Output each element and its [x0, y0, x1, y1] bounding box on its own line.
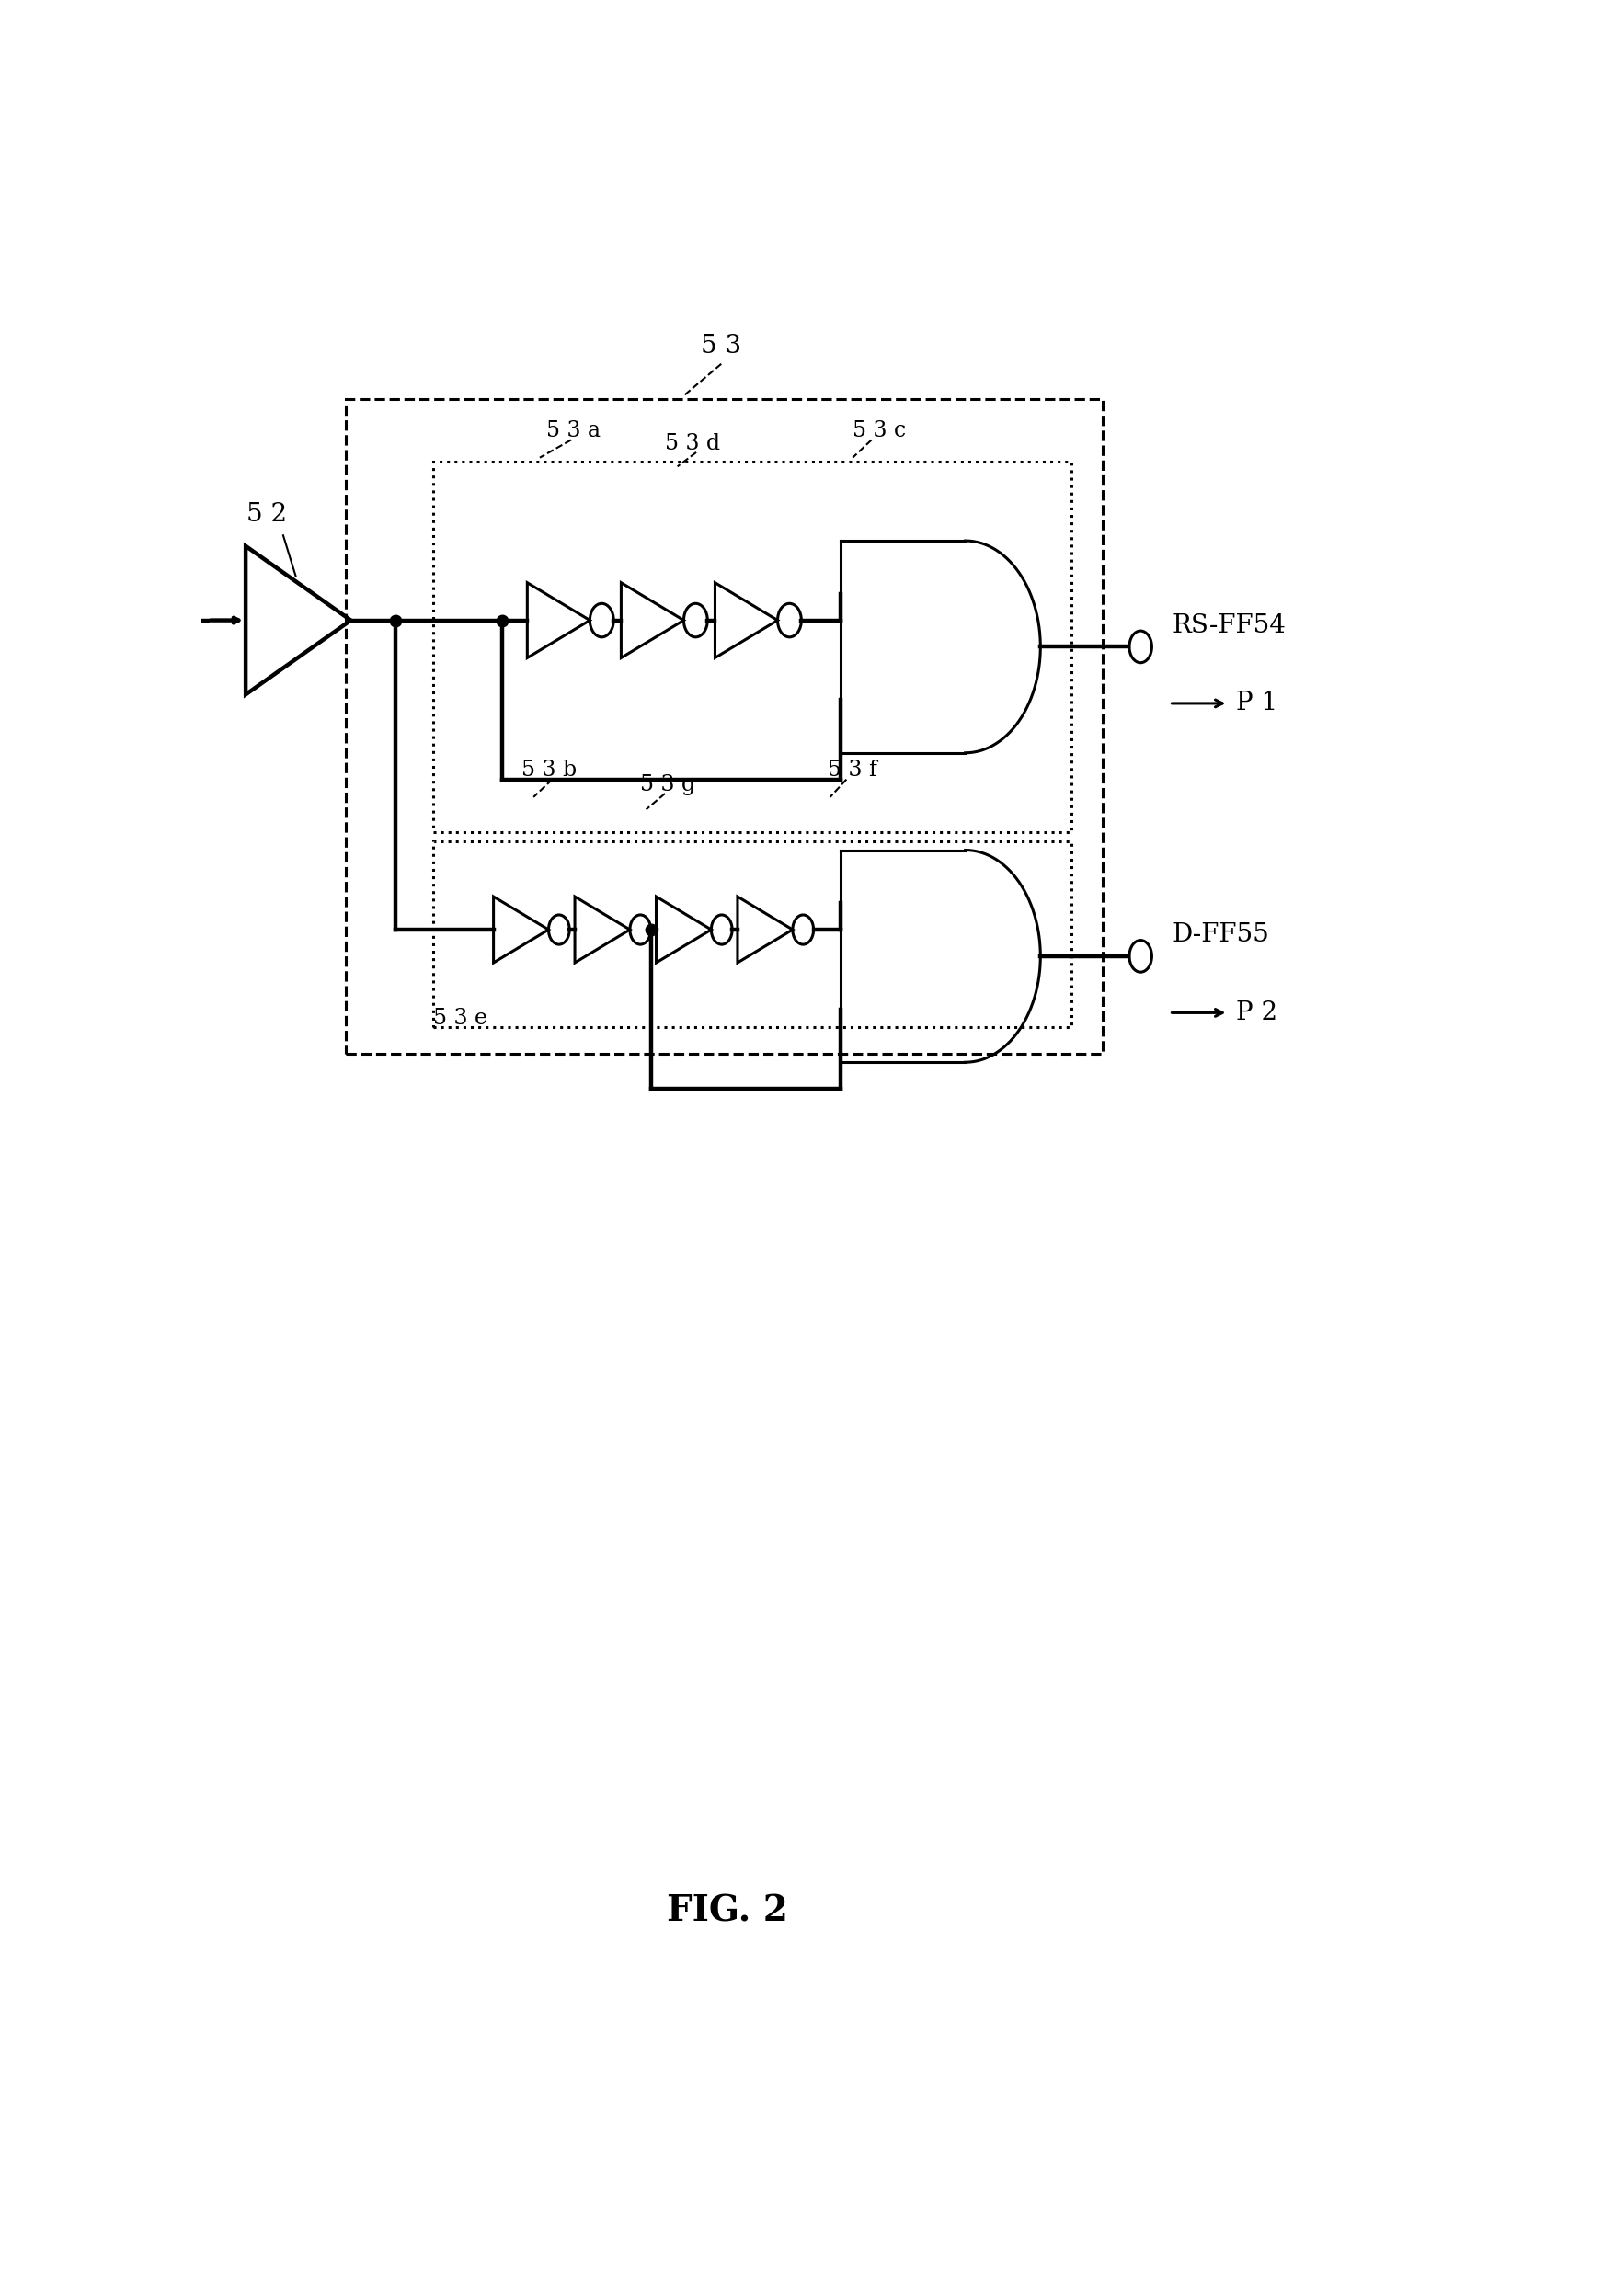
Bar — [345, 400, 1102, 1054]
Text: 5 3 b: 5 3 b — [521, 760, 576, 781]
Text: 5 2: 5 2 — [247, 503, 287, 526]
Text: 5 3 f: 5 3 f — [828, 760, 876, 781]
Text: D-FF55: D-FF55 — [1172, 923, 1269, 948]
Bar — [433, 461, 1072, 833]
Text: FIG. 2: FIG. 2 — [667, 1894, 788, 1929]
Text: 5 3 e: 5 3 e — [433, 1008, 487, 1029]
Text: 5 3 a: 5 3 a — [546, 420, 600, 441]
Text: 5 3 c: 5 3 c — [852, 420, 905, 441]
Bar — [433, 840, 1072, 1026]
Text: 5 3: 5 3 — [700, 333, 741, 358]
Text: 5 3 d: 5 3 d — [665, 434, 720, 455]
Text: P 1: P 1 — [1235, 691, 1277, 716]
Text: P 2: P 2 — [1235, 1001, 1277, 1024]
Text: 5 3 g: 5 3 g — [639, 774, 694, 794]
Text: RS-FF54: RS-FF54 — [1172, 613, 1285, 638]
